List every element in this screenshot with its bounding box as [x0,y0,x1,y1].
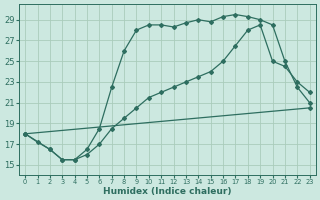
X-axis label: Humidex (Indice chaleur): Humidex (Indice chaleur) [103,187,232,196]
